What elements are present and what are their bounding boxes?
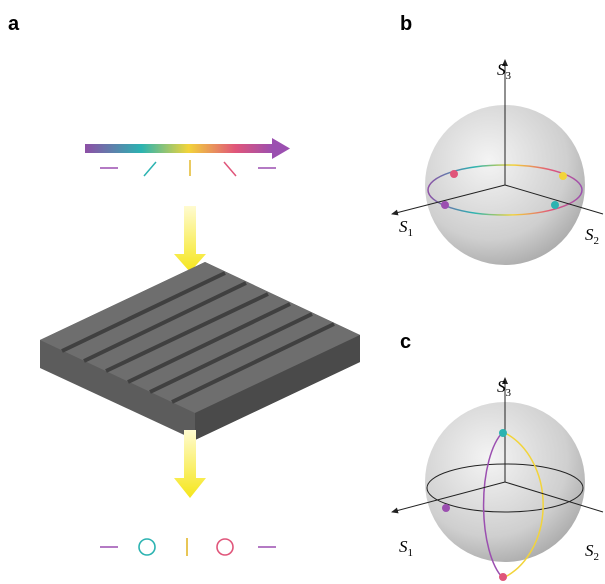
axis-label: S1 bbox=[399, 537, 413, 559]
output-arrow bbox=[174, 430, 206, 498]
spectrum-bar bbox=[85, 144, 273, 153]
input-arrow bbox=[174, 206, 206, 272]
output-polarization-icons bbox=[100, 538, 276, 556]
figure: a b S3 S1 S2 bbox=[0, 0, 605, 584]
metasurface bbox=[40, 262, 360, 440]
axis-label: S3 bbox=[497, 377, 512, 399]
panel-label: c bbox=[400, 331, 411, 353]
spectrum-arrowhead bbox=[272, 138, 290, 159]
panel-label: b bbox=[400, 13, 412, 35]
axis-label: S2 bbox=[585, 541, 599, 563]
polarization-icons bbox=[100, 160, 276, 176]
panel-label: a bbox=[8, 13, 20, 35]
axis-label: S1 bbox=[399, 217, 413, 239]
axis-label: S2 bbox=[585, 225, 599, 247]
axis-label: S3 bbox=[497, 60, 512, 82]
